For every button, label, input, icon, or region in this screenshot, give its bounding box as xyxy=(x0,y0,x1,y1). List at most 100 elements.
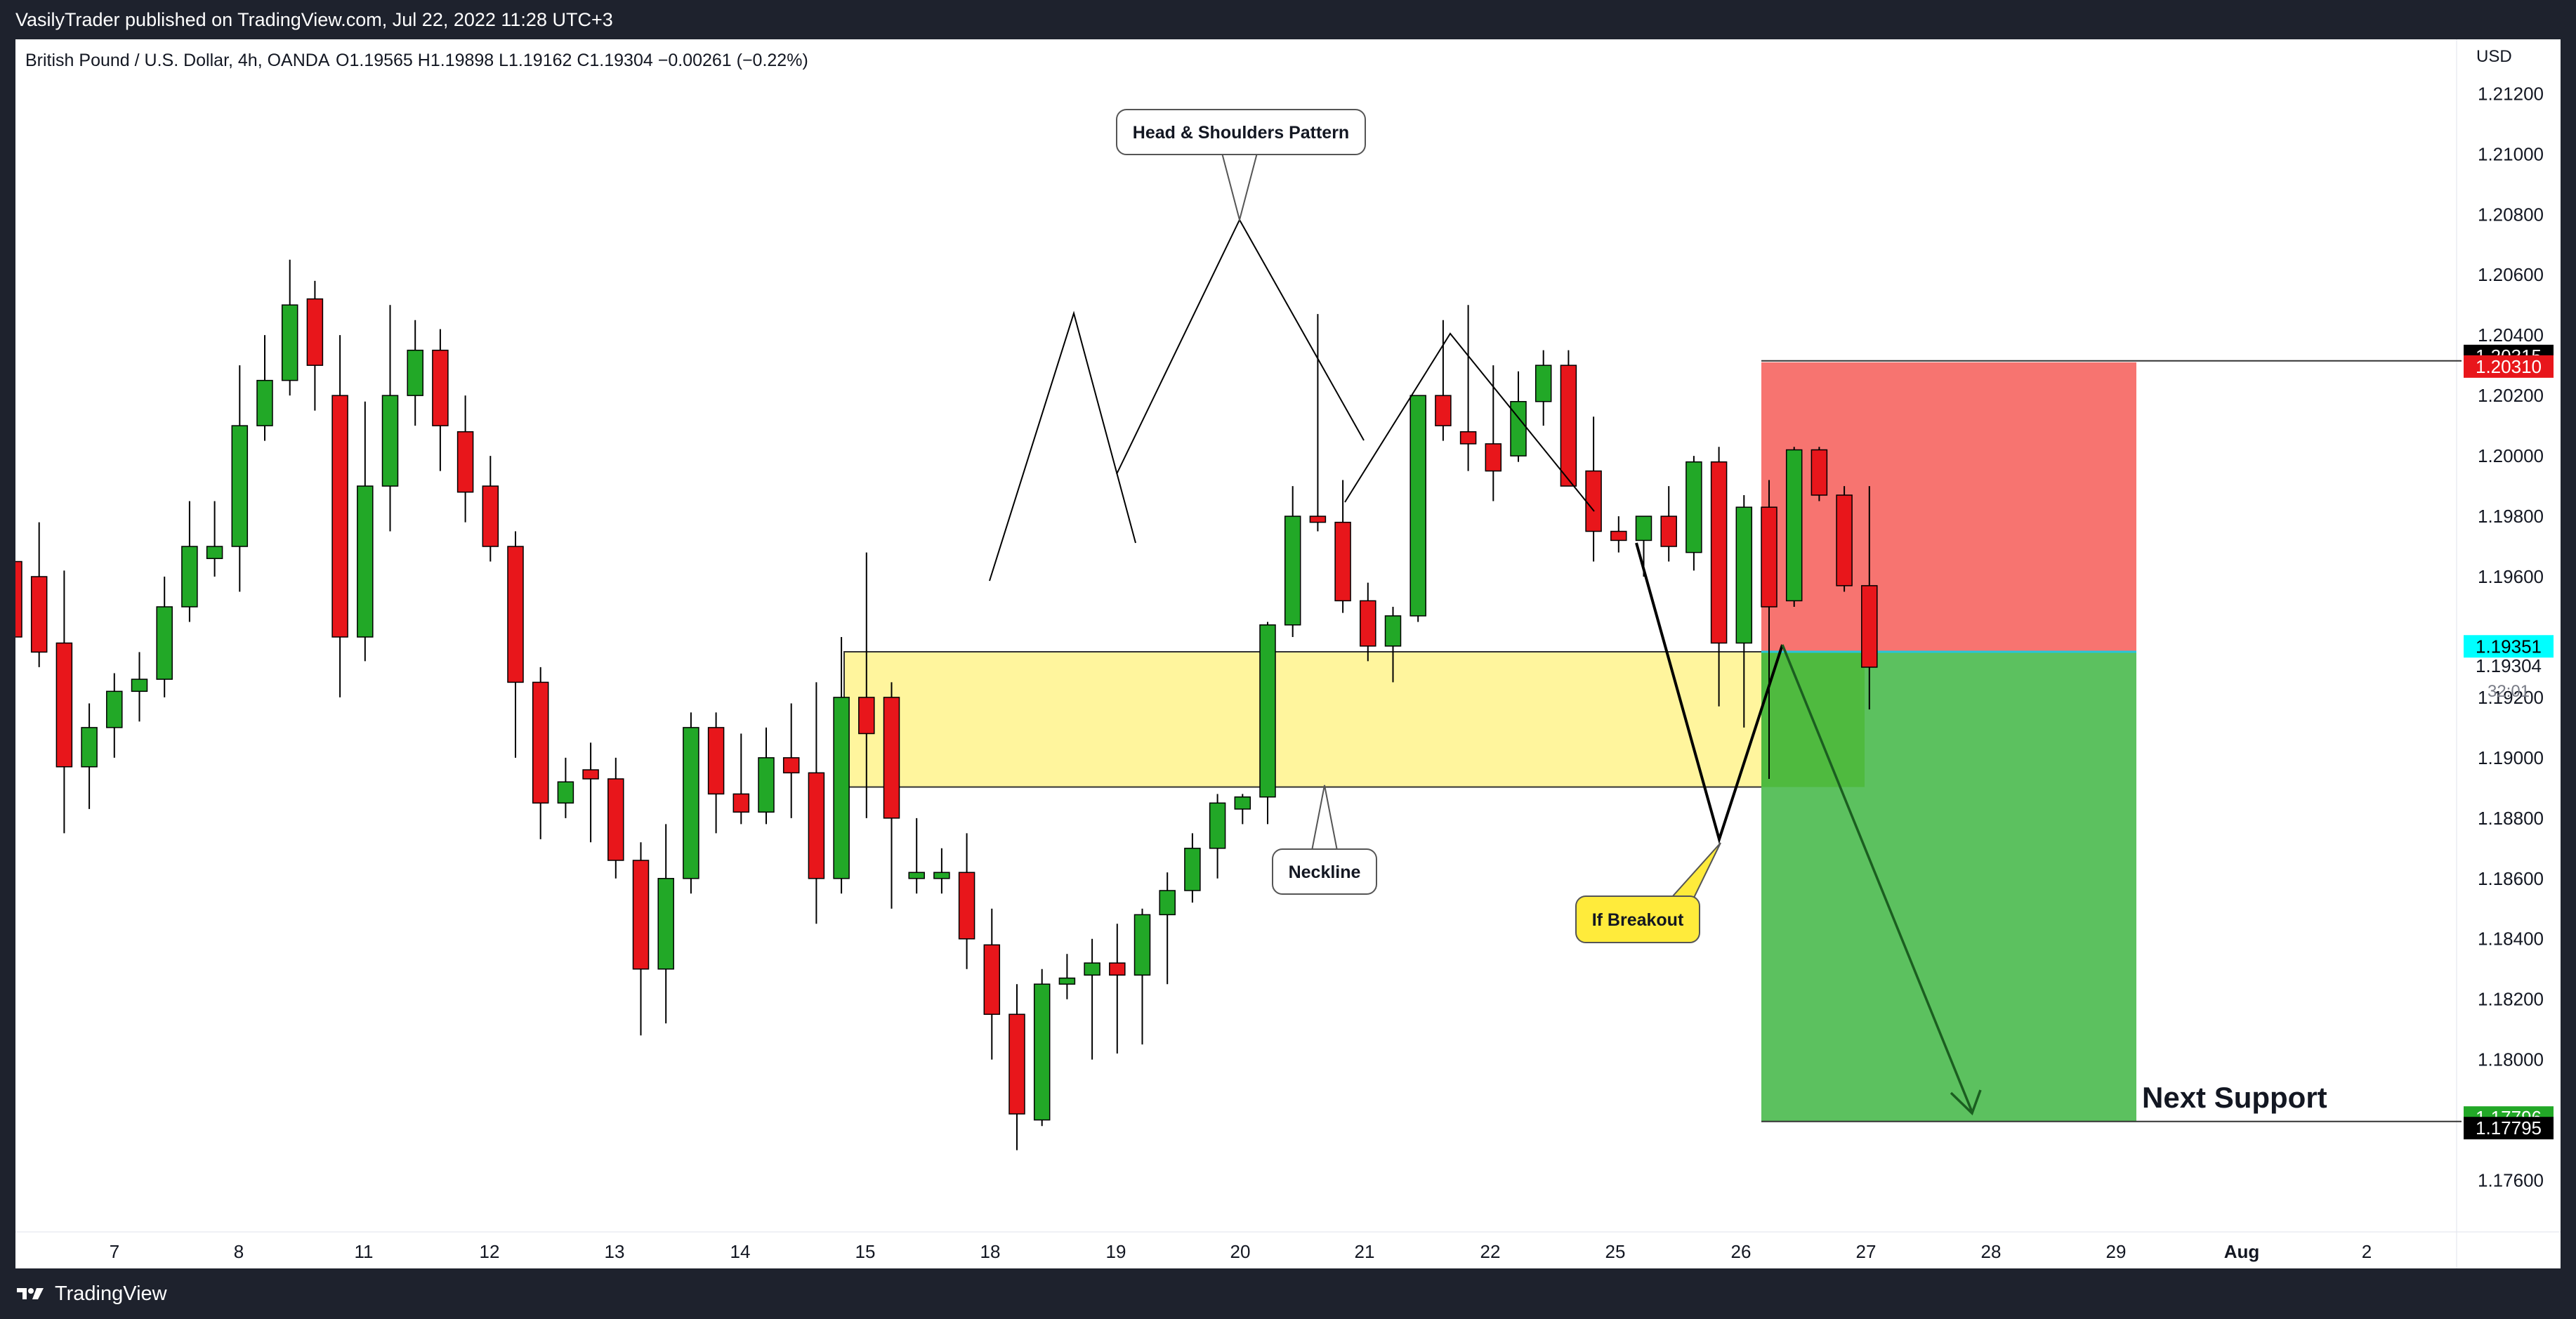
ohlc-readout: O1.19565 H1.19898 L1.19162 C1.19304 −0.0… xyxy=(336,51,808,70)
candle xyxy=(131,652,148,722)
bearish-candle-body xyxy=(1610,530,1627,542)
pattern-label-pointer xyxy=(1221,152,1259,223)
bullish-candle-body xyxy=(1084,962,1100,976)
candle xyxy=(782,703,800,818)
candle xyxy=(1058,954,1076,999)
y-tick-label: 1.18600 xyxy=(2478,868,2544,889)
candle xyxy=(683,712,699,894)
bearish-candle-body xyxy=(808,772,825,879)
bearish-candle-body xyxy=(507,546,524,683)
bullish-candle-body xyxy=(231,425,249,547)
bullish-candle-body xyxy=(181,546,198,608)
bearish-candle-body xyxy=(532,681,549,804)
candle xyxy=(983,908,1001,1060)
candle xyxy=(1209,794,1226,879)
y-tick-label: 1.20600 xyxy=(2478,264,2544,285)
y-tick-label: 1.19800 xyxy=(2478,506,2544,527)
candle xyxy=(883,682,900,909)
candle xyxy=(331,335,348,697)
chart-title: British Pound / U.S. Dollar, 4h, OANDA xyxy=(25,51,330,70)
right-shoulder-line xyxy=(1344,332,1595,512)
x-tick-label: 12 xyxy=(480,1241,500,1262)
bullish-candle-body xyxy=(908,872,925,879)
bullish-candle-body xyxy=(407,349,423,396)
y-tick-label: 1.21000 xyxy=(2478,143,2544,164)
x-tick-label: 19 xyxy=(1106,1241,1126,1262)
x-tick-label: 2 xyxy=(2362,1241,2372,1262)
neckline-label: Neckline xyxy=(1289,862,1361,882)
pattern-label: Head & Shoulders Pattern xyxy=(1133,123,1349,143)
price-chart[interactable]: Head & Shoulders Pattern Neckline If Break… xyxy=(15,39,2561,1268)
last-price-label: 1.19304 xyxy=(2476,655,2542,676)
neckline-label-pointer xyxy=(1310,785,1339,851)
candle xyxy=(281,259,298,396)
bearish-candle-body xyxy=(632,860,650,970)
bullish-candle-body xyxy=(657,878,674,970)
bearish-candle-body xyxy=(883,697,900,819)
candle xyxy=(1535,350,1552,426)
bullish-candle-body xyxy=(1209,802,1226,849)
candle xyxy=(1610,516,1627,553)
candle xyxy=(1409,395,1426,622)
bullish-candle-body xyxy=(1259,624,1276,798)
y-tick-label: 1.18800 xyxy=(2478,808,2544,829)
bullish-candle-body xyxy=(1133,914,1151,976)
y-tick-label: 1.18400 xyxy=(2478,928,2544,950)
bearish-candle-body xyxy=(1334,521,1351,602)
candle xyxy=(1084,938,1100,1060)
y-tick-label: 1.19000 xyxy=(2478,747,2544,768)
bullish-candle-body xyxy=(1685,461,1702,553)
bullish-candle-body xyxy=(1735,506,1753,644)
candle xyxy=(1159,872,1176,985)
candle xyxy=(1284,486,1301,637)
candle xyxy=(632,842,650,1036)
bullish-candle-body xyxy=(1635,516,1652,542)
left-shoulder-line xyxy=(989,310,1136,582)
target-line-price-tag: 1.17795 xyxy=(2476,1117,2542,1138)
breakout-label: If Breakout xyxy=(1592,910,1684,930)
candle xyxy=(30,522,48,667)
candle xyxy=(1259,622,1276,825)
bullish-candle-body xyxy=(683,727,699,879)
bearish-candle-body xyxy=(15,560,22,638)
bearish-candle-body xyxy=(331,395,348,638)
bullish-candle-body xyxy=(256,379,273,426)
candle xyxy=(1785,447,1803,607)
x-tick-label: 22 xyxy=(1480,1241,1501,1262)
candle xyxy=(858,552,875,818)
candle xyxy=(381,305,399,532)
next-support-label: Next Support xyxy=(2142,1081,2327,1114)
bullish-candle-body xyxy=(1535,365,1552,402)
bullish-candle-body xyxy=(281,304,298,381)
bullish-candle-body xyxy=(206,546,223,559)
candle xyxy=(1510,371,1527,462)
stop-price-tag-bg xyxy=(2464,355,2554,378)
bullish-candle-body xyxy=(758,757,775,813)
candle xyxy=(256,335,273,441)
bullish-candle-body xyxy=(1384,615,1402,647)
breakout-label-pointer xyxy=(1669,842,1721,898)
candle xyxy=(582,742,599,843)
bullish-candle-body xyxy=(933,872,950,879)
candle xyxy=(1435,320,1452,441)
bearish-candle-body xyxy=(306,298,324,366)
tradingview-logo[interactable]: TradingView xyxy=(15,1282,167,1306)
candle xyxy=(181,501,198,622)
bearish-candle-body xyxy=(1109,962,1126,976)
bullish-candle-body xyxy=(1284,516,1301,626)
candle xyxy=(1360,582,1376,662)
head-line xyxy=(1116,218,1365,475)
x-tick-label: 25 xyxy=(1605,1241,1626,1262)
publisher-text: VasilyTrader published on TradingView.co… xyxy=(15,9,613,30)
candle xyxy=(1133,908,1151,1045)
footer-brand: TradingView xyxy=(55,1282,167,1305)
bearish-candle-body xyxy=(1761,506,1777,608)
target-arrow-head xyxy=(1950,1089,1982,1116)
candle xyxy=(1585,416,1602,562)
currency-label: USD xyxy=(2476,47,2512,66)
bearish-candle-body xyxy=(1485,443,1502,472)
bearish-candle-body xyxy=(482,485,499,547)
chart-frame[interactable]: Head & Shoulders Pattern Neckline If Break… xyxy=(15,39,2561,1268)
candle xyxy=(833,636,850,894)
bearish-candle-body xyxy=(456,431,474,493)
